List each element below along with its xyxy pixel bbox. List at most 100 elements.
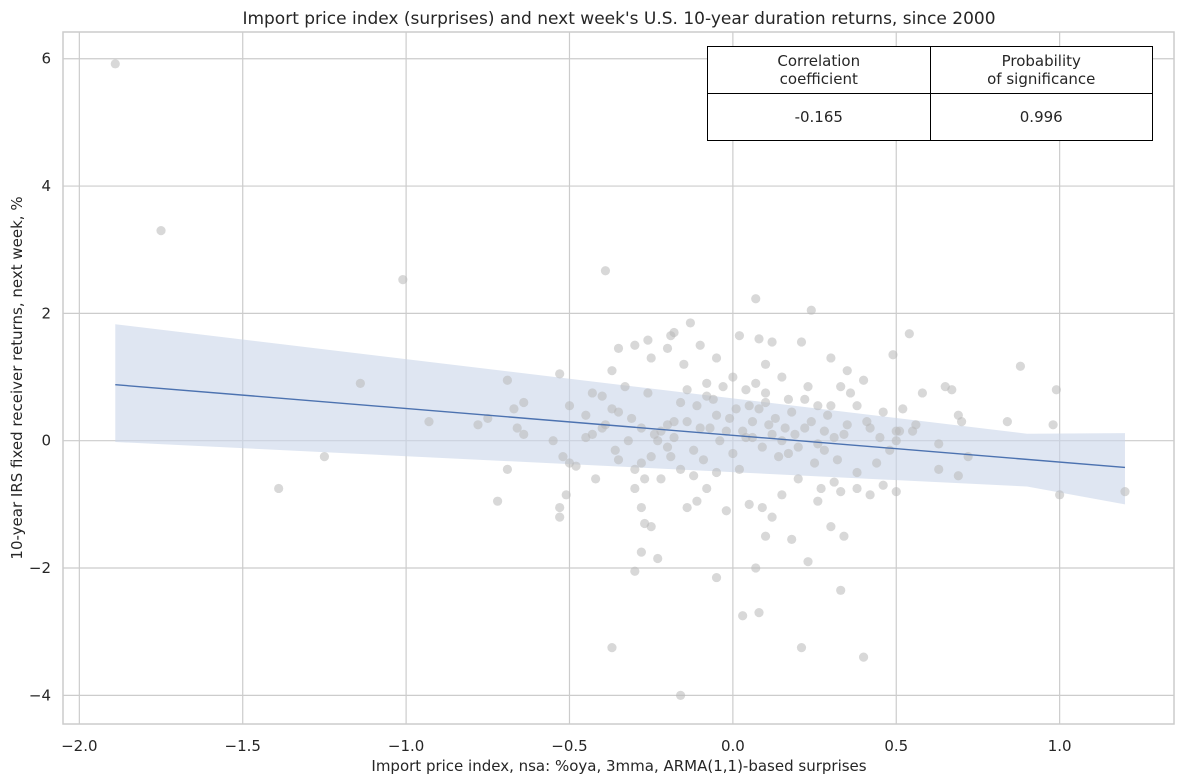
probability-header-line1: Probability: [1001, 52, 1081, 70]
data-point: [731, 404, 741, 414]
data-point: [623, 436, 633, 446]
data-point: [721, 506, 731, 516]
data-point: [156, 226, 166, 236]
data-point: [728, 372, 738, 382]
y-tick-label: −2: [29, 559, 51, 577]
data-point: [685, 318, 695, 328]
data-point: [662, 442, 673, 452]
x-tick-label: −2.0: [61, 737, 97, 755]
data-point: [666, 331, 676, 341]
data-point: [744, 401, 754, 411]
data-point: [424, 417, 434, 427]
probability-value: 0.996: [929, 93, 1153, 141]
data-point: [643, 388, 653, 398]
data-point: [591, 474, 601, 484]
data-point: [845, 388, 856, 398]
data-point: [760, 359, 771, 369]
data-point: [832, 455, 843, 465]
data-point: [607, 366, 617, 376]
correlation-header: Correlation coefficient: [707, 46, 931, 94]
data-point: [705, 423, 715, 433]
data-point: [613, 455, 624, 465]
data-point: [891, 487, 901, 497]
data-point: [558, 452, 568, 462]
data-point: [711, 410, 722, 420]
data-point: [502, 464, 512, 474]
data-point: [708, 394, 718, 404]
data-point: [695, 423, 705, 433]
data-point: [793, 474, 803, 484]
data-point: [813, 496, 823, 506]
data-point: [483, 413, 493, 424]
data-point: [885, 445, 895, 455]
data-point: [816, 483, 826, 494]
data-point: [953, 471, 963, 481]
data-point: [852, 483, 862, 494]
data-point: [767, 512, 777, 522]
data-point: [626, 413, 637, 424]
data-point: [728, 448, 738, 459]
data-point: [630, 483, 640, 494]
x-tick-label: −1.5: [225, 737, 261, 755]
data-point: [587, 388, 597, 398]
data-point: [613, 343, 624, 353]
data-point: [934, 464, 944, 474]
data-point: [774, 452, 784, 462]
data-point: [757, 442, 767, 452]
data-point: [865, 490, 875, 500]
data-point: [509, 404, 519, 414]
data-point: [636, 547, 646, 557]
data-point: [963, 452, 973, 462]
data-point: [747, 417, 758, 427]
x-tick-label: −1.0: [388, 737, 424, 755]
data-point: [711, 353, 722, 363]
data-point: [666, 452, 676, 462]
y-tick-label: 0: [41, 432, 51, 450]
data-point: [630, 566, 640, 576]
data-point: [675, 397, 686, 408]
y-tick-label: 2: [41, 304, 51, 322]
data-point: [519, 429, 529, 439]
data-point: [564, 401, 575, 411]
data-point: [783, 394, 794, 404]
data-point: [702, 378, 712, 389]
data-point: [646, 452, 656, 462]
data-point: [741, 385, 751, 395]
data-point: [610, 445, 620, 455]
data-point: [274, 483, 284, 494]
data-point: [904, 329, 914, 339]
data-point: [780, 423, 790, 433]
data-point: [783, 448, 794, 459]
probability-header: Probability of significance: [929, 46, 1153, 94]
data-point: [734, 464, 745, 474]
data-point: [829, 477, 839, 487]
data-point: [777, 436, 787, 446]
data-point: [620, 381, 630, 392]
data-point: [607, 643, 617, 653]
data-point: [721, 426, 731, 436]
x-tick-label: 0.0: [721, 737, 745, 755]
data-point: [1120, 487, 1130, 497]
data-point: [852, 467, 862, 478]
data-point: [875, 432, 885, 443]
data-points: [110, 59, 1130, 700]
data-point: [581, 410, 591, 420]
data-point: [813, 401, 823, 411]
data-point: [110, 59, 120, 69]
data-point: [734, 331, 745, 341]
data-point: [842, 366, 852, 376]
data-point: [669, 417, 679, 427]
data-point: [907, 426, 918, 436]
data-point: [646, 353, 656, 363]
data-point: [803, 557, 813, 567]
y-tick-label: 6: [41, 50, 51, 68]
data-point: [751, 563, 761, 573]
data-point: [1015, 361, 1026, 371]
data-point: [649, 429, 660, 439]
data-point: [806, 417, 816, 427]
data-point: [630, 464, 640, 474]
data-point: [819, 445, 829, 455]
data-point: [760, 531, 771, 541]
data-point: [872, 458, 882, 468]
data-point: [398, 275, 408, 285]
